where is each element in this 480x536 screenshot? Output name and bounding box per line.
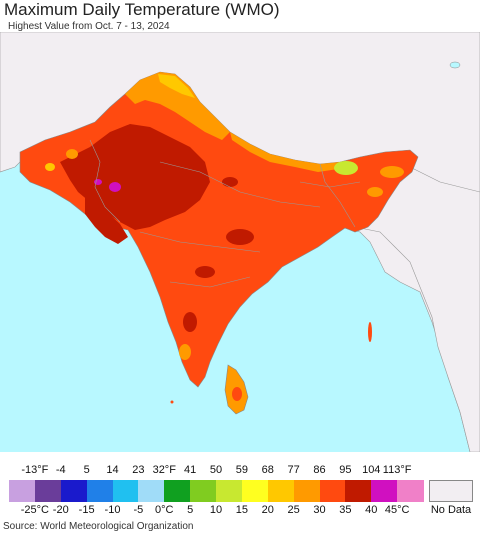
legend-celsius-label: -15 <box>78 504 95 516</box>
legend-celsius-label: 35 <box>339 504 352 516</box>
map-subtitle: Highest Value from Oct. 7 - 13, 2024 <box>8 21 170 32</box>
legend-swatch <box>164 480 191 502</box>
hot-patch <box>222 177 238 187</box>
legend-fahrenheit-label: 41 <box>184 464 197 476</box>
andaman-islands <box>368 322 372 342</box>
legend-swatch <box>241 480 269 502</box>
source-credit: Source: World Meteorological Organizatio… <box>3 521 194 532</box>
legend-celsius-label: -20 <box>52 504 69 516</box>
legend-swatch <box>216 480 243 502</box>
legend-fahrenheit-label: 23 <box>132 464 145 476</box>
himalaya-band <box>125 72 230 140</box>
legend-celsius-label: 0°C <box>155 504 174 516</box>
legend-celsius-label: -10 <box>104 504 121 516</box>
legend-fahrenheit-label: 104 <box>362 464 381 476</box>
hot-patch <box>226 229 254 245</box>
legend-swatch <box>112 480 139 502</box>
bhutan-cool-region <box>334 161 358 175</box>
legend-fahrenheit-label: 95 <box>339 464 352 476</box>
himalaya-east-band <box>230 132 340 172</box>
northeast-patch <box>380 166 404 178</box>
legend-celsius-label: 40 <box>365 504 378 516</box>
legend-swatch <box>397 480 424 502</box>
legend-celsius-label: 15 <box>235 504 248 516</box>
legend-fahrenheit-label: 113°F <box>382 464 412 476</box>
legend-celsius-label: 20 <box>261 504 274 516</box>
south-patch <box>179 344 191 360</box>
island <box>170 400 174 404</box>
legend-swatch <box>138 480 165 502</box>
high-mountains <box>158 74 195 98</box>
map-title: Maximum Daily Temperature (WMO) <box>4 0 280 19</box>
legend-swatch <box>267 480 295 502</box>
legend-fahrenheit-label: -4 <box>55 464 66 476</box>
hot-core-northwest <box>60 124 210 230</box>
legend-fahrenheit-label: 59 <box>235 464 248 476</box>
legend-swatch <box>86 480 113 502</box>
legend-fahrenheit-label: -13°F <box>21 464 49 476</box>
legend-fahrenheit-label: 32°F <box>152 464 176 476</box>
baluchistan-patch <box>66 149 78 159</box>
legend-swatch <box>60 480 88 502</box>
legend-celsius-label: 45°C <box>384 504 410 516</box>
legend-swatch <box>190 480 217 502</box>
legend-swatch <box>9 480 36 502</box>
legend-fahrenheit-label: 50 <box>209 464 223 476</box>
legend-fahrenheit-label: 5 <box>83 464 90 476</box>
legend-fahrenheit-label: 68 <box>261 464 274 476</box>
extreme-hotspot <box>109 182 121 192</box>
color-legend: -13°F -4 5 14 23 32°F 41 50 59 68 77 86 95 104 113°F -2… <box>0 462 480 522</box>
legend-swatch <box>345 480 372 502</box>
hot-patch <box>195 266 215 278</box>
legend-celsius-label: 25 <box>287 504 300 516</box>
sri-lanka-highlands <box>232 387 242 401</box>
legend-swatch <box>34 480 62 502</box>
legend-celsius-label: -25°C <box>20 504 49 516</box>
legend-swatch <box>319 480 346 502</box>
temperature-map <box>0 32 480 452</box>
no-data-swatch <box>429 480 473 502</box>
legend-swatch <box>371 480 398 502</box>
hot-core-sind <box>85 197 128 244</box>
legend-fahrenheit-label: 14 <box>106 464 119 476</box>
legend-celsius-label: 5 <box>187 504 194 516</box>
hotspot-small <box>94 179 102 185</box>
northeast-patch <box>367 187 383 197</box>
legend-celsius-label: -5 <box>133 504 144 516</box>
internal-borders <box>89 139 361 288</box>
legend-fahrenheit-label: 77 <box>287 464 300 476</box>
legend-celsius-label: 30 <box>313 504 326 516</box>
no-data-label: No Data <box>430 504 472 516</box>
hot-patch <box>183 312 197 332</box>
legend-swatch <box>293 480 320 502</box>
legend-fahrenheit-label: 86 <box>313 464 326 476</box>
legend-celsius-label: 10 <box>209 504 223 516</box>
baluchistan-patch <box>45 163 55 171</box>
lake <box>449 61 461 69</box>
